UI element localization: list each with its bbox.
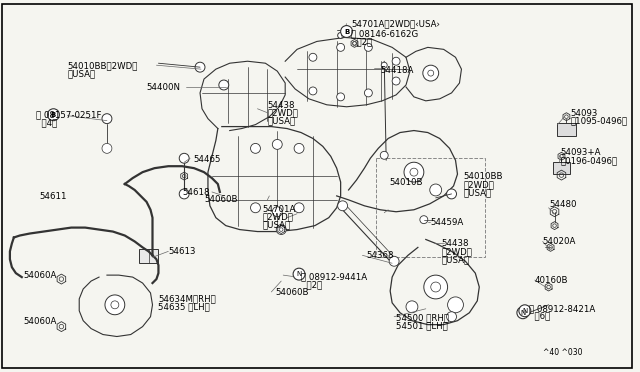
- Circle shape: [293, 268, 305, 280]
- Text: 54010B: 54010B: [389, 178, 422, 187]
- Text: 40160B: 40160B: [535, 276, 568, 285]
- Circle shape: [179, 153, 189, 163]
- Text: 54010BB【2WD】: 54010BB【2WD】: [67, 61, 138, 70]
- Text: 〉USA〈: 〉USA〈: [463, 188, 492, 197]
- Text: 54418A: 54418A: [380, 66, 413, 75]
- Text: 54093: 54093: [570, 109, 598, 118]
- Text: 54480: 54480: [550, 200, 577, 209]
- Text: ⓝ 08912-9441A: ⓝ 08912-9441A: [301, 272, 367, 281]
- Text: N: N: [520, 310, 525, 316]
- Circle shape: [519, 305, 531, 317]
- Text: 54438: 54438: [442, 240, 469, 248]
- Bar: [139, 249, 159, 263]
- Text: Ⓑ 08146-6162G: Ⓑ 08146-6162G: [351, 29, 418, 39]
- Circle shape: [250, 144, 260, 153]
- Text: 54093+A: 54093+A: [561, 148, 601, 157]
- Circle shape: [424, 275, 447, 299]
- Text: ⓝ 08912-8421A: ⓝ 08912-8421A: [529, 304, 595, 313]
- Text: 54368: 54368: [366, 251, 394, 260]
- Circle shape: [406, 301, 418, 313]
- Circle shape: [392, 77, 400, 85]
- Text: 【4】: 【4】: [36, 119, 57, 128]
- Text: N: N: [296, 271, 301, 277]
- Circle shape: [340, 26, 353, 38]
- Circle shape: [294, 203, 304, 213]
- Text: 54618: 54618: [182, 188, 210, 197]
- Text: 54501 〉LH〈: 54501 〉LH〈: [396, 322, 448, 331]
- Text: ^40 ^030: ^40 ^030: [543, 349, 582, 357]
- Text: 【2WD】: 【2WD】: [262, 213, 293, 222]
- Circle shape: [272, 140, 282, 150]
- Circle shape: [250, 203, 260, 213]
- Text: 54400N: 54400N: [147, 83, 180, 92]
- Circle shape: [447, 189, 456, 199]
- Text: 54701A: 54701A: [262, 205, 296, 214]
- Text: 【6】: 【6】: [529, 312, 550, 321]
- Circle shape: [105, 295, 125, 315]
- Text: 54060A: 54060A: [24, 271, 57, 280]
- Circle shape: [337, 44, 344, 51]
- Text: 54060B: 54060B: [275, 288, 308, 297]
- Circle shape: [102, 144, 112, 153]
- Bar: [552, 162, 570, 174]
- Circle shape: [364, 44, 372, 51]
- Bar: [557, 123, 577, 137]
- Circle shape: [420, 216, 428, 224]
- Text: 54611: 54611: [40, 192, 67, 201]
- Text: 】0196-0496】: 】0196-0496】: [561, 156, 618, 165]
- Circle shape: [272, 207, 282, 217]
- Circle shape: [195, 62, 205, 72]
- Text: 【2WD】: 【2WD】: [463, 180, 494, 189]
- Circle shape: [344, 26, 349, 29]
- Text: 【2】: 【2】: [301, 280, 323, 289]
- Circle shape: [517, 307, 529, 319]
- Circle shape: [47, 109, 60, 121]
- Text: 54465: 54465: [193, 155, 221, 164]
- Circle shape: [404, 162, 424, 182]
- Text: 】1095-0496】: 】1095-0496】: [570, 117, 627, 126]
- Text: 54634M〉RH〈: 54634M〉RH〈: [159, 294, 216, 303]
- Circle shape: [337, 93, 344, 101]
- Circle shape: [294, 144, 304, 153]
- Text: 54060B: 54060B: [204, 195, 237, 204]
- Text: 【2WD】: 【2WD】: [442, 247, 472, 256]
- Circle shape: [338, 32, 344, 38]
- Text: B: B: [51, 112, 56, 118]
- Circle shape: [389, 256, 399, 266]
- Text: 〉USA〈: 〉USA〈: [67, 69, 95, 78]
- Text: 54500 〉RH〈: 54500 〉RH〈: [396, 314, 449, 323]
- Text: 54459A: 54459A: [431, 218, 464, 227]
- Text: 54020A: 54020A: [543, 237, 576, 247]
- Circle shape: [447, 297, 463, 313]
- Text: Ⓑ 08157-0251F: Ⓑ 08157-0251F: [36, 111, 101, 120]
- Circle shape: [364, 89, 372, 97]
- Bar: [376, 158, 485, 257]
- Circle shape: [219, 80, 228, 90]
- Circle shape: [276, 225, 286, 234]
- Text: 54438: 54438: [268, 101, 295, 110]
- Text: 54060A: 54060A: [24, 317, 57, 326]
- Text: 【2】: 【2】: [351, 38, 372, 46]
- Text: 【2WD】: 【2WD】: [268, 109, 298, 118]
- Circle shape: [447, 312, 456, 322]
- Circle shape: [338, 201, 348, 211]
- Circle shape: [392, 57, 400, 65]
- Text: 54613: 54613: [168, 247, 196, 256]
- Text: 54635 〉LH〈: 54635 〉LH〈: [159, 302, 210, 311]
- Circle shape: [309, 53, 317, 61]
- Circle shape: [430, 184, 442, 196]
- Text: N: N: [522, 308, 527, 314]
- Text: 54010BB: 54010BB: [463, 172, 503, 181]
- Circle shape: [179, 189, 189, 199]
- Circle shape: [102, 114, 112, 124]
- Text: 〉USA〈: 〉USA〈: [262, 221, 291, 230]
- Circle shape: [309, 87, 317, 95]
- Circle shape: [423, 65, 438, 81]
- Text: B: B: [344, 29, 349, 35]
- Circle shape: [381, 62, 387, 68]
- Text: 〉USA〈: 〉USA〈: [442, 255, 470, 264]
- Text: 54701A【2WD】‹USA›: 54701A【2WD】‹USA›: [351, 20, 440, 29]
- Text: 〉USA〈: 〉USA〈: [268, 117, 296, 126]
- Circle shape: [380, 151, 388, 159]
